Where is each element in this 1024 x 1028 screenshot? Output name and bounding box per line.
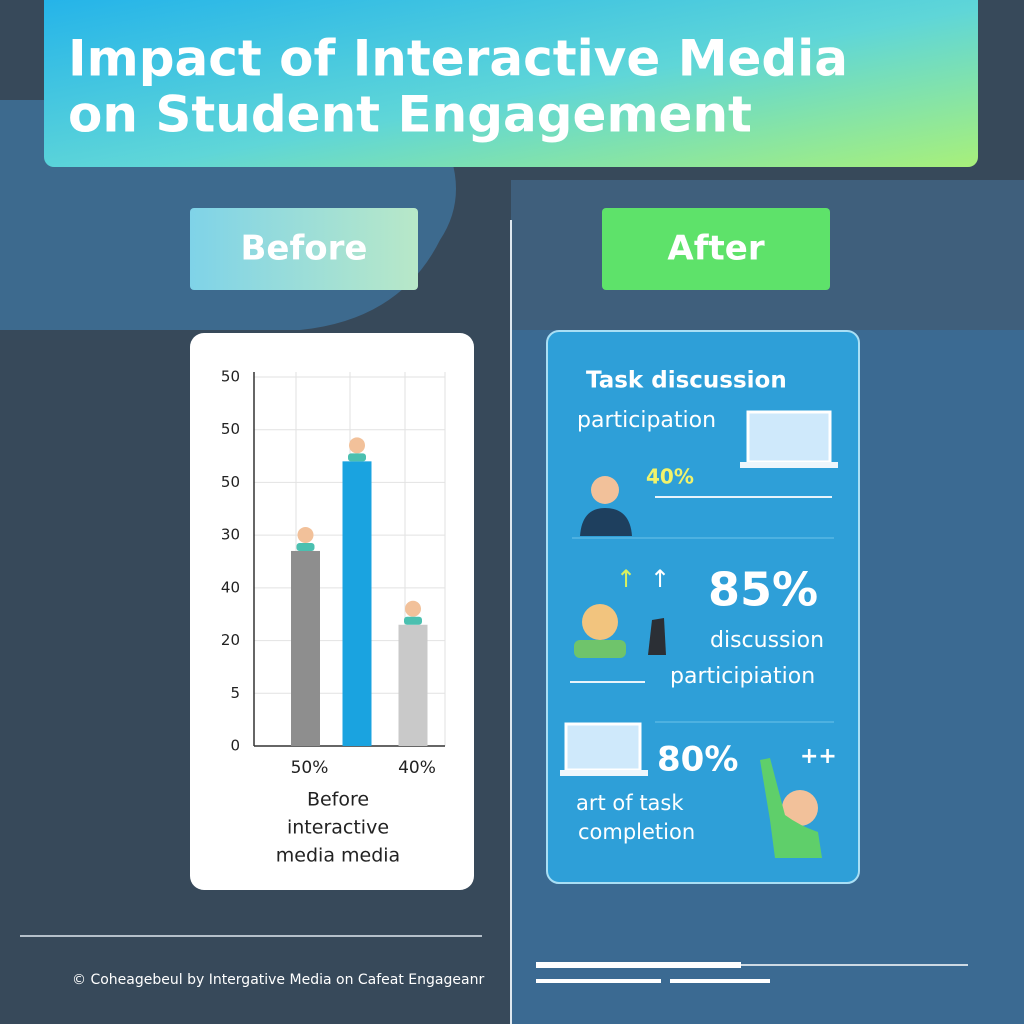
person-icon [760,758,822,858]
footer-bar [536,979,661,983]
laptop-icon [560,770,648,776]
x-axis-label: media media [276,845,400,867]
x-axis-label: interactive [287,817,389,839]
y-tick-label: 5 [230,684,240,702]
person-icon [591,476,619,504]
person-icon [580,508,632,536]
person-icon [349,437,365,454]
laptop-icon [740,462,838,468]
before-label-box [190,208,418,290]
y-tick-label: 0 [230,737,240,755]
y-tick-label: 50 [221,473,240,491]
after-label-box [602,208,830,290]
stat: 40% [646,465,694,489]
after-subheading: participation [577,408,716,433]
hand-icon [648,618,666,655]
y-tick-label: 50 [221,368,240,386]
arrow-icon: ↑ [650,565,670,593]
footer-bar [536,962,741,968]
x-tick-label: 40% [398,758,436,778]
laptop-icon [746,410,832,464]
stat-caption: art of task [576,791,684,815]
before-panel [190,333,474,890]
after-heading: Task discussion [586,368,787,394]
bar-chart: 0 5 20 40 30 50 50 50 50% 40% Before interactive med… [221,368,446,867]
footer: © Coheagebeul by Intergative Media on Ca… [72,972,484,988]
person-icon [782,790,818,826]
stat: 80% [657,740,738,780]
x-axis-label: Before [307,789,369,811]
x-tick-label: 50% [291,758,329,778]
arrow-icon: ↑ [616,565,636,593]
person-icon [297,526,314,543]
person-icon [405,600,421,617]
stat: 85% [708,563,818,617]
person-icon [574,640,626,658]
after-label: After [667,229,764,269]
title: Impact of Interactive Media [68,30,848,88]
person-icon [296,542,315,551]
stat-caption: participiation [670,664,815,689]
y-tick-label: 20 [221,631,240,649]
y-tick-label: 50 [221,420,240,438]
person-icon [582,604,618,640]
stat-caption: discussion [710,628,824,653]
title: on Student Engagement [68,86,752,144]
y-tick-label: 40 [221,578,240,596]
person-icon [348,453,366,462]
stat-caption: completion [578,820,695,844]
person-icon [404,616,422,625]
footer-bar [670,979,770,983]
plus-icon: ++ [800,744,837,769]
laptop-icon [564,722,642,772]
y-tick-label: 30 [221,526,240,544]
before-label: Before [241,229,368,269]
bar [342,461,372,746]
title-banner [44,0,978,167]
bar [398,624,428,746]
bar [291,550,320,746]
